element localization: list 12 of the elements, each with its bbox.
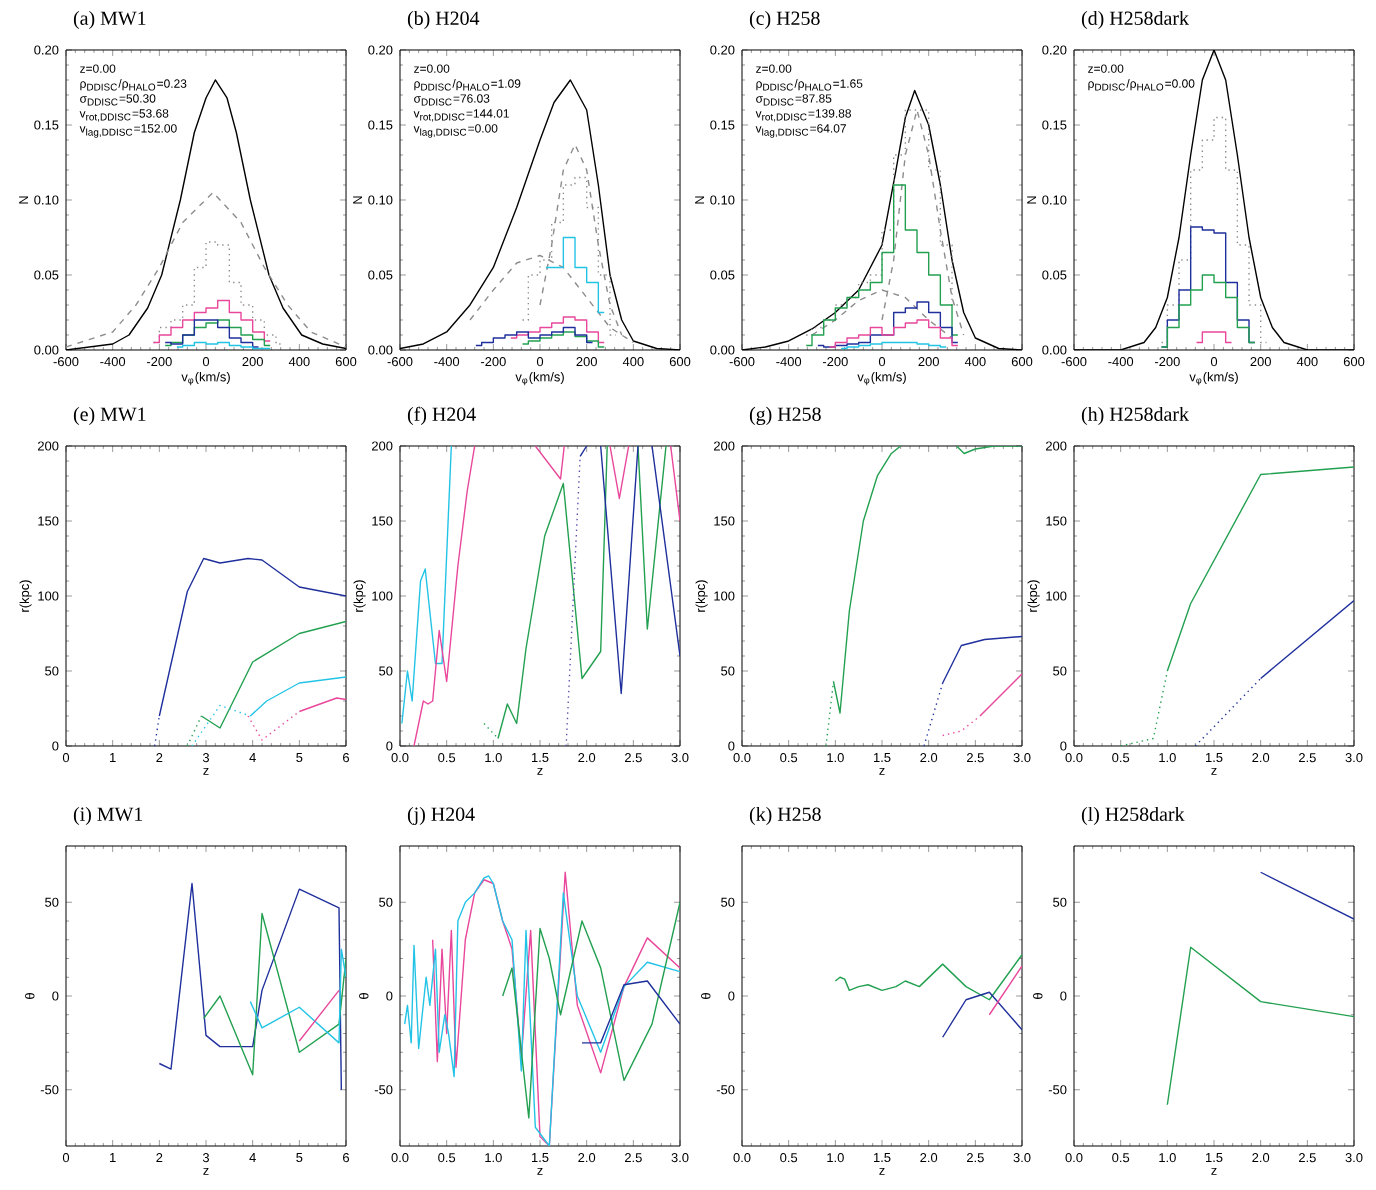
chart-title: (h) H258dark — [1081, 406, 1189, 426]
chart-title: (l) H258dark — [1081, 806, 1185, 826]
chart-title: (g) H258 — [749, 406, 821, 426]
chart-title: (c) H258 — [749, 10, 820, 30]
chart-title: (e) MW1 — [73, 406, 146, 426]
chart-title: (b) H204 — [407, 10, 480, 30]
chart-title: (f) H204 — [407, 406, 476, 426]
chart-title: (j) H204 — [407, 806, 475, 826]
chart-title: (a) MW1 — [73, 10, 146, 30]
chart-title: (i) MW1 — [73, 806, 143, 826]
chart-title: (k) H258 — [749, 806, 821, 826]
chart-title: (d) H258dark — [1081, 10, 1189, 30]
